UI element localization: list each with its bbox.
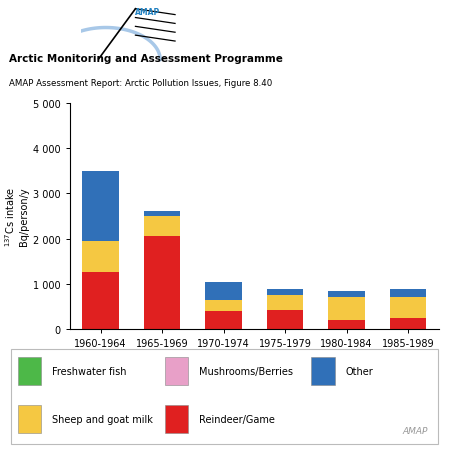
Bar	[205, 311, 242, 329]
Bar	[82, 171, 119, 241]
Bar	[390, 318, 427, 329]
Y-axis label: $^{137}$Cs intake
Bq/person/y: $^{137}$Cs intake Bq/person/y	[4, 186, 29, 247]
FancyBboxPatch shape	[11, 349, 438, 445]
Bar	[82, 241, 119, 273]
Text: Sheep and goat milk: Sheep and goat milk	[52, 414, 153, 423]
Text: Mushrooms/Berries: Mushrooms/Berries	[199, 366, 293, 376]
Bar	[328, 298, 365, 320]
Bar	[266, 289, 303, 295]
Text: Arctic Monitoring and Assessment Programme: Arctic Monitoring and Assessment Program…	[9, 54, 283, 64]
Text: AMAP Assessment Report: Arctic Pollution Issues, Figure 8.40: AMAP Assessment Report: Arctic Pollution…	[9, 79, 272, 88]
Bar	[311, 357, 335, 385]
Text: AMAP: AMAP	[403, 426, 428, 435]
Text: Reindeer/Game: Reindeer/Game	[199, 414, 275, 423]
Bar	[165, 357, 188, 385]
Bar	[144, 216, 180, 237]
Bar	[144, 237, 180, 329]
Bar	[18, 357, 41, 385]
Bar	[18, 405, 41, 433]
Bar	[390, 298, 427, 318]
Bar	[205, 283, 242, 300]
Text: AMAP: AMAP	[135, 8, 161, 17]
Bar	[266, 295, 303, 310]
Bar	[328, 320, 365, 329]
Text: Freshwater fish: Freshwater fish	[52, 366, 127, 376]
Bar	[390, 290, 427, 298]
Text: Other: Other	[346, 366, 374, 376]
Bar	[165, 405, 188, 433]
Bar	[205, 300, 242, 311]
Bar	[144, 212, 180, 216]
Bar	[328, 292, 365, 298]
Bar	[82, 273, 119, 329]
Bar	[266, 310, 303, 329]
